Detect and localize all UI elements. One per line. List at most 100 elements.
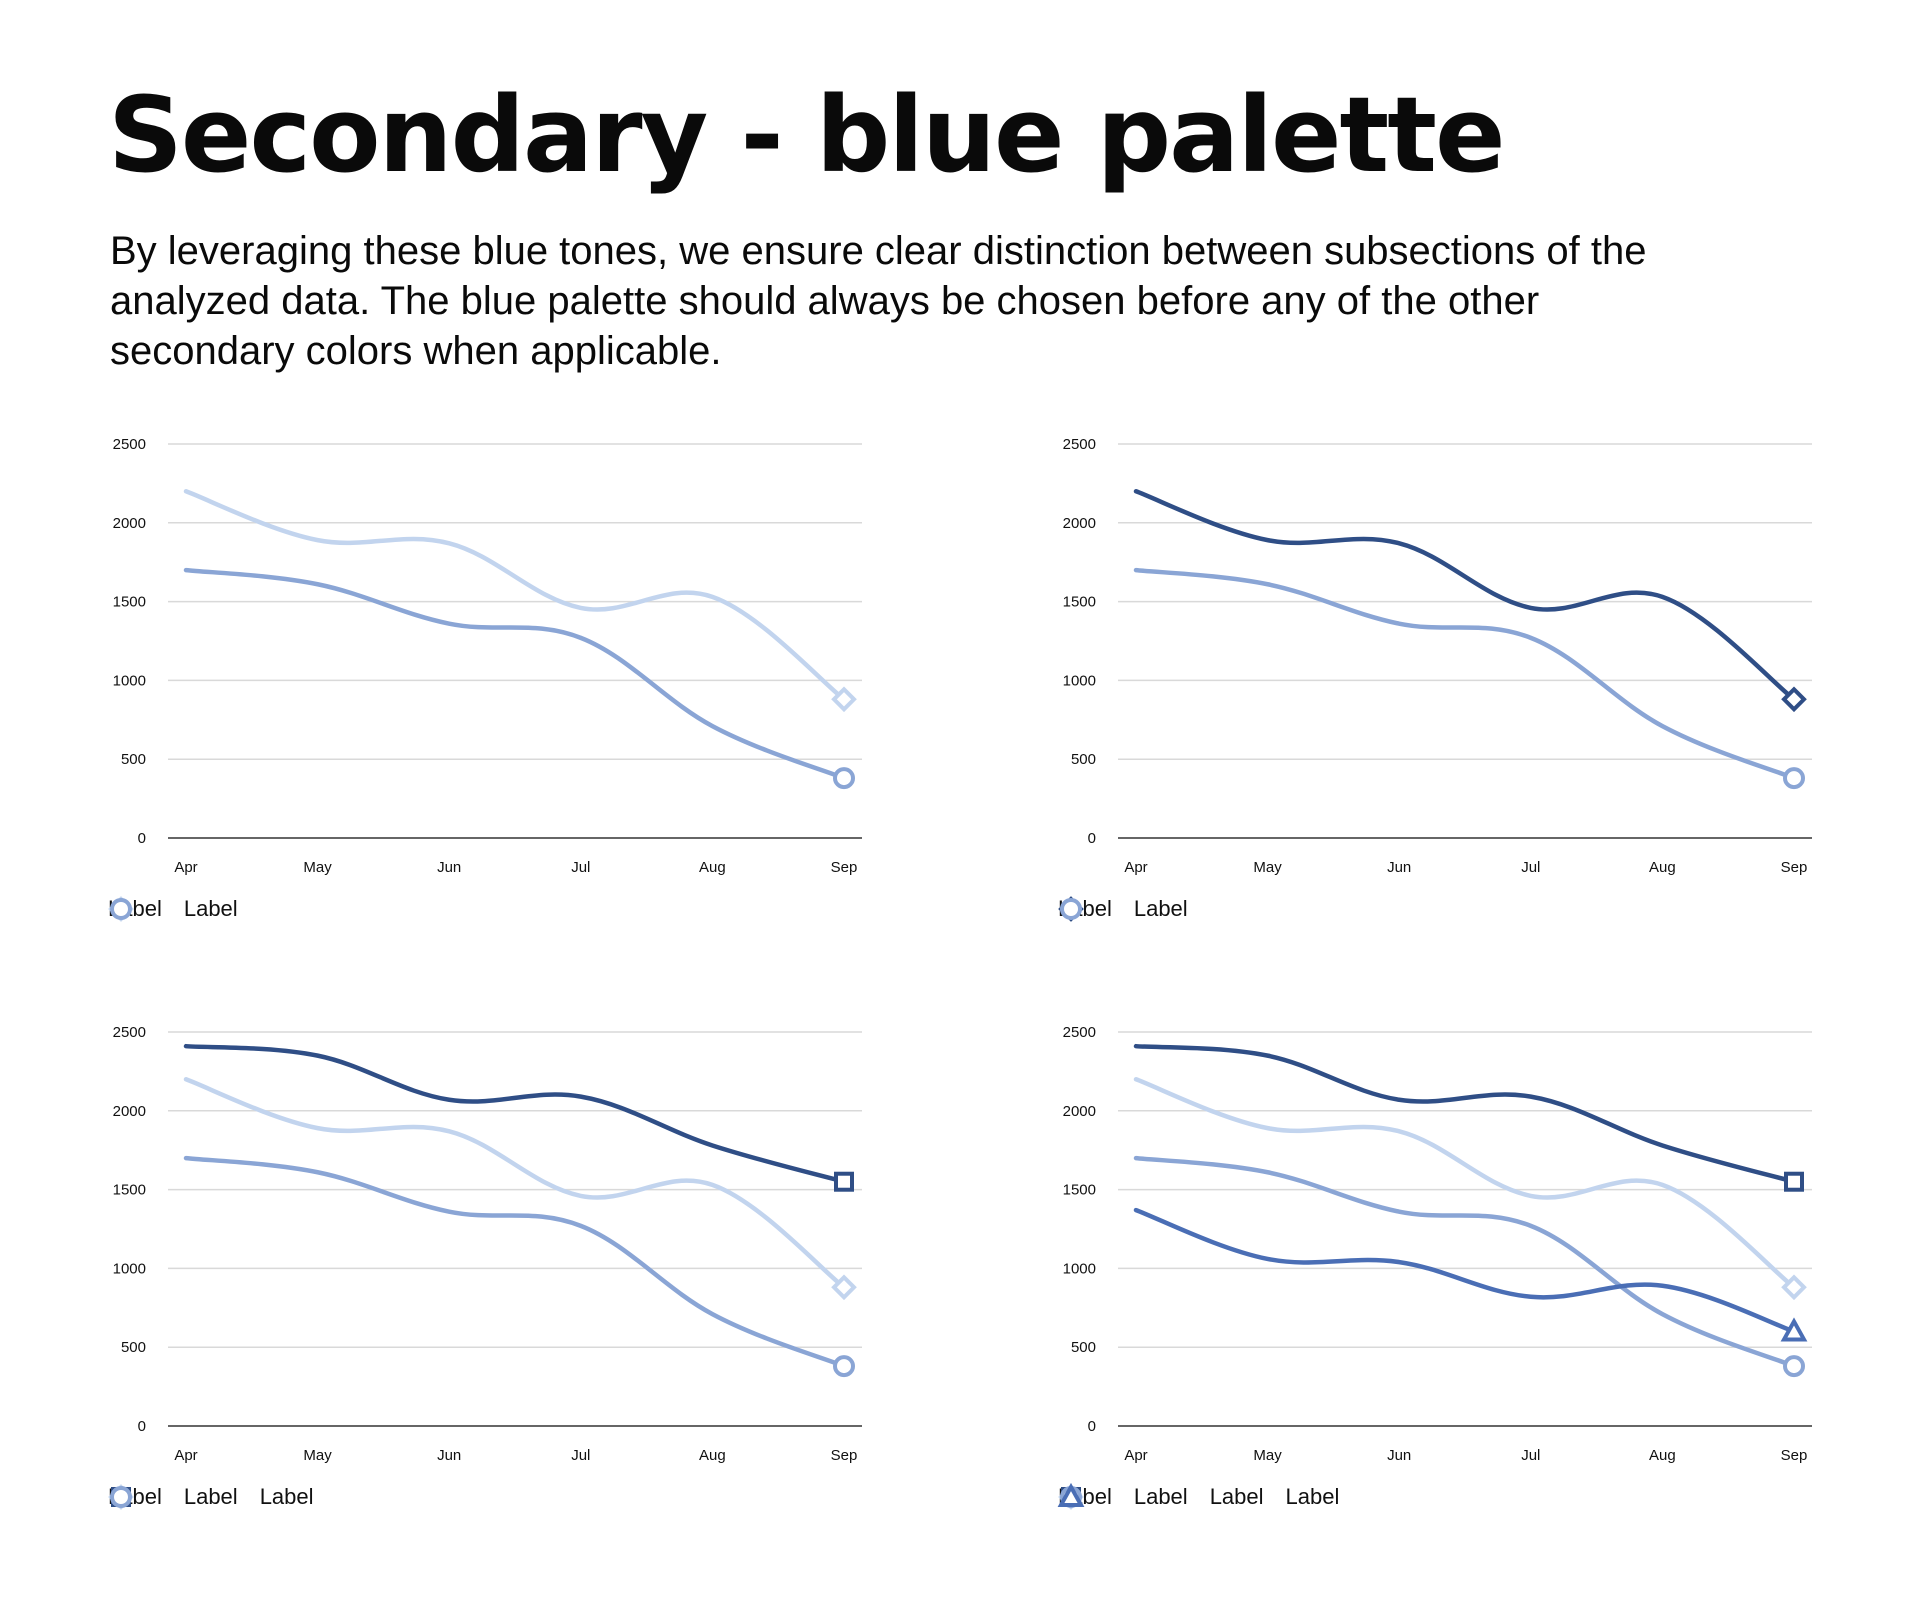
y-tick-label: 2000 — [1063, 515, 1096, 532]
series-line — [183, 567, 847, 781]
y-tick-label: 1000 — [113, 672, 146, 689]
y-tick-label: 500 — [121, 751, 146, 768]
x-tick-label: May — [303, 859, 332, 876]
series-end-marker-circle — [1783, 767, 1805, 790]
x-tick-label: Sep — [831, 1447, 858, 1464]
y-tick-label: 1500 — [113, 1182, 146, 1199]
legend-marker-circle-icon — [110, 1486, 132, 1508]
chart-panel-1: 0 500 1000 1500 2000 2500 Apr May Jun Jul Aug Sep La… — [84, 430, 864, 950]
y-tick-label: 2000 — [113, 1103, 146, 1120]
series-end-marker-circle — [833, 767, 855, 790]
legend-label: Label — [1209, 1484, 1264, 1509]
legend-item: Label — [1057, 1482, 1339, 1510]
legend-label: Label — [183, 1484, 238, 1509]
chart-legend: Label Label Label — [108, 1484, 314, 1510]
y-tick-label: 0 — [1088, 830, 1096, 847]
x-tick-label: Aug — [1649, 1447, 1676, 1464]
legend-item: Label — [1058, 1484, 1188, 1510]
chart-legend: Label Label Label Label — [1057, 1482, 1339, 1510]
y-tick-label: 2000 — [1063, 1103, 1096, 1120]
chart-svg: 0 500 1000 1500 2000 2500 Apr May Jun Jul Aug Sep — [1063, 1024, 1812, 1464]
x-tick-label: May — [1253, 859, 1282, 876]
legend-label: Label — [259, 1484, 314, 1509]
circle-icon — [110, 898, 132, 920]
y-tick-label: 0 — [138, 1418, 146, 1435]
series-line — [183, 1155, 847, 1369]
x-tick-label: Sep — [1781, 1447, 1808, 1464]
legend-item: Label — [1060, 1484, 1264, 1510]
series-line — [183, 1043, 847, 1184]
chart-panel-2: 0 500 1000 1500 2000 2500 Apr May Jun Jul Aug Sep La… — [1034, 430, 1814, 950]
y-tick-label: 2500 — [1063, 436, 1096, 453]
chart-svg: 0 500 1000 1500 2000 2500 Apr May Jun Jul Aug Sep — [113, 436, 862, 876]
chart-panel-4: 0 500 1000 1500 2000 2500 Apr May Jun Jul Aug Sep La… — [1034, 1018, 1814, 1538]
legend-item: Label — [110, 1484, 314, 1510]
y-tick-label: 1500 — [1063, 1182, 1096, 1199]
series-end-marker-diamond — [1781, 1274, 1807, 1301]
x-tick-label: Jun — [437, 859, 461, 876]
y-tick-label: 1500 — [1063, 594, 1096, 611]
x-tick-label: Apr — [174, 1447, 197, 1464]
legend-label: Label — [1133, 1484, 1188, 1509]
circle-icon — [110, 1486, 132, 1508]
legend-item: Label — [1060, 896, 1188, 922]
legend-marker-circle-icon — [1060, 898, 1082, 920]
series-end-marker-diamond — [831, 1274, 857, 1301]
chart-svg: 0 500 1000 1500 2000 2500 Apr May Jun Jul Aug Sep — [1063, 436, 1812, 876]
x-tick-label: Jun — [1387, 1447, 1411, 1464]
chart-legend: Label Label — [108, 896, 238, 922]
x-tick-label: Jul — [571, 1447, 590, 1464]
series-line — [1133, 1077, 1797, 1290]
y-tick-label: 500 — [121, 1339, 146, 1356]
y-tick-label: 2500 — [113, 436, 146, 453]
x-tick-label: May — [303, 1447, 332, 1464]
y-tick-label: 1500 — [113, 594, 146, 611]
x-tick-label: Aug — [699, 859, 726, 876]
y-tick-label: 0 — [1088, 1418, 1096, 1435]
series-line — [1133, 567, 1797, 781]
page-title: Secondary - blue palette — [108, 74, 1506, 196]
legend-label: Label — [1133, 896, 1188, 921]
series-end-marker-triangle — [1780, 1317, 1808, 1342]
x-tick-label: Jul — [571, 859, 590, 876]
legend-label: Label — [183, 896, 238, 921]
series-line — [1133, 1155, 1797, 1369]
y-tick-label: 1000 — [1063, 672, 1096, 689]
series-end-marker-circle — [833, 1355, 855, 1378]
x-tick-label: Jul — [1521, 859, 1540, 876]
legend-marker-triangle-icon — [1057, 1482, 1085, 1507]
chart-legend: Label Label — [1058, 896, 1188, 922]
x-tick-label: May — [1253, 1447, 1282, 1464]
series-end-marker-square — [834, 1171, 854, 1192]
series-line — [1133, 1043, 1797, 1184]
series-end-marker-circle — [1783, 1355, 1805, 1378]
triangle-icon — [1057, 1482, 1085, 1507]
x-tick-label: Apr — [1124, 859, 1147, 876]
series-line — [1133, 1207, 1797, 1334]
legend-item: Label — [108, 1484, 238, 1510]
x-tick-label: Apr — [1124, 1447, 1147, 1464]
series-end-marker-diamond — [831, 686, 857, 713]
page-description: By leveraging these blue tones, we ensur… — [110, 229, 1647, 373]
x-tick-label: Sep — [1781, 859, 1808, 876]
x-tick-label: Jun — [437, 1447, 461, 1464]
y-tick-label: 0 — [138, 830, 146, 847]
y-tick-label: 500 — [1071, 1339, 1096, 1356]
x-tick-label: Sep — [831, 859, 858, 876]
series-end-marker-square — [1784, 1171, 1804, 1192]
y-tick-label: 1000 — [113, 1260, 146, 1277]
x-tick-label: Jun — [1387, 859, 1411, 876]
chart-svg: 0 500 1000 1500 2000 2500 Apr May Jun Jul Aug Sep — [113, 1024, 862, 1464]
y-tick-label: 2500 — [113, 1024, 146, 1041]
y-tick-label: 2500 — [1063, 1024, 1096, 1041]
series-end-marker-diamond — [1781, 686, 1807, 713]
y-tick-label: 500 — [1071, 751, 1096, 768]
series-line — [183, 489, 847, 702]
x-tick-label: Aug — [1649, 859, 1676, 876]
circle-icon — [1060, 898, 1082, 920]
chart-panel-3: 0 500 1000 1500 2000 2500 Apr May Jun Jul Aug Sep La… — [84, 1018, 864, 1538]
x-tick-label: Jul — [1521, 1447, 1540, 1464]
series-line — [1133, 489, 1797, 702]
y-tick-label: 1000 — [1063, 1260, 1096, 1277]
series-line — [183, 1077, 847, 1290]
